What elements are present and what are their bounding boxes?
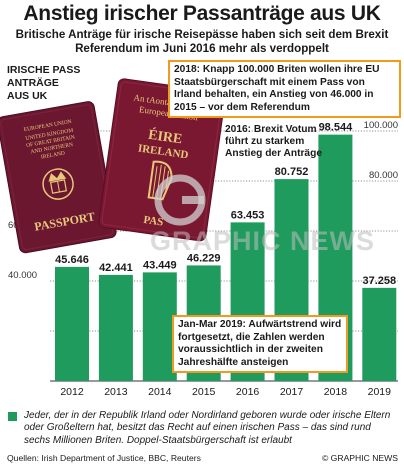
legend-swatch bbox=[8, 412, 17, 421]
bar bbox=[55, 266, 89, 381]
x-tick-label: 2017 bbox=[280, 386, 304, 398]
uk-passport-illustration: EUROPEAN UNION UNITED KINGDOM OF GREAT B… bbox=[0, 101, 117, 254]
graphic-news-logo-icon bbox=[154, 174, 206, 226]
annotation-2018-text: Knapp 100.000 Briten wollen ihre EU Staa… bbox=[174, 64, 380, 113]
annotation-2016: 2016: Brexit Votum führt zu starkem Anst… bbox=[225, 124, 340, 161]
annotation-2016-text: Brexit Votum führt zu starkem Anstieg de… bbox=[225, 124, 322, 160]
bar-value-label: 46.229 bbox=[187, 252, 221, 264]
passport-applications-label: IRISCHE PASS ANTRÄGE AUS UK bbox=[7, 64, 81, 102]
annotation-box-2019: Jan-Mar 2019: Aufwärtstrend wird fortges… bbox=[172, 315, 348, 373]
x-tick-label: 2016 bbox=[236, 386, 260, 398]
bar-value-label: 37.258 bbox=[362, 275, 396, 287]
x-tick-label: 2015 bbox=[192, 386, 216, 398]
y-tick-label-left: 40.000 bbox=[8, 270, 37, 281]
bar-value-label: 80.752 bbox=[275, 166, 309, 178]
x-tick-label: 2014 bbox=[148, 386, 172, 398]
page-title: Anstieg irischer Passanträge aus UK bbox=[23, 2, 381, 25]
bar bbox=[362, 287, 397, 381]
footnote: Jeder, der in der Republik Irland oder N… bbox=[24, 410, 391, 446]
irish-passport-line5: PAS bbox=[143, 214, 164, 229]
bar bbox=[98, 274, 133, 381]
credit-line: © GRAPHIC NEWS bbox=[321, 453, 398, 463]
bar-value-label: 63.453 bbox=[231, 209, 265, 221]
annotation-2018-year: 2018: bbox=[174, 64, 201, 75]
x-tick-label: 2018 bbox=[324, 386, 348, 398]
bar-value-label: 45.646 bbox=[55, 254, 89, 266]
annotation-2019-year: Jan-Mar 2019: bbox=[178, 319, 246, 330]
bar bbox=[142, 272, 177, 381]
source-line: Quellen: Irish Department of Justice, BB… bbox=[7, 453, 201, 463]
x-tick-label: 2013 bbox=[104, 386, 128, 398]
y-tick-label-right: 100.000 bbox=[364, 120, 398, 131]
annotation-2016-year: 2016: bbox=[225, 124, 252, 135]
x-tick-label: 2019 bbox=[368, 386, 392, 398]
irish-passport-line3: ÉIRE bbox=[147, 126, 183, 148]
bar-value-label: 43.449 bbox=[143, 259, 177, 271]
subtitle: Britische Anträge für irische Reisepässe… bbox=[15, 28, 389, 55]
bar-value-label: 98.544 bbox=[319, 122, 354, 134]
x-tick-label: 2012 bbox=[60, 386, 84, 398]
annotation-box-2018: 2018: Knapp 100.000 Briten wollen ihre E… bbox=[168, 60, 401, 118]
watermark-text: GRAPHIC NEWS bbox=[150, 226, 376, 256]
royal-crest-icon bbox=[42, 168, 74, 200]
annotation-2019-text: Aufwärtstrend wird fortgesetzt, die Zahl… bbox=[178, 319, 342, 368]
bar-value-label: 42.441 bbox=[99, 262, 133, 274]
uk-passport-line5: IRELAND bbox=[41, 150, 66, 160]
y-tick-label-right: 80.000 bbox=[369, 170, 398, 181]
